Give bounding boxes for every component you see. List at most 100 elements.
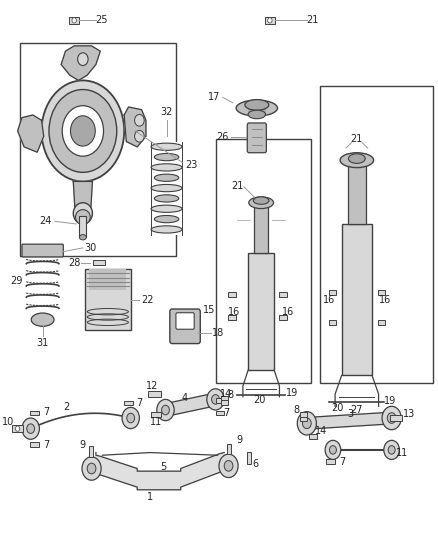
Text: 17: 17 [208, 92, 220, 102]
Bar [390, 415, 402, 421]
Polygon shape [96, 453, 224, 490]
Bar [30, 442, 39, 447]
Circle shape [78, 53, 88, 66]
Text: 16: 16 [228, 306, 240, 317]
Text: 2: 2 [64, 402, 70, 413]
Ellipse shape [253, 197, 269, 204]
Circle shape [27, 424, 35, 433]
Ellipse shape [31, 313, 54, 326]
Circle shape [384, 440, 399, 459]
Circle shape [207, 389, 224, 410]
Text: 11: 11 [150, 417, 162, 427]
Bar [328, 320, 336, 325]
Bar [150, 142, 183, 235]
Text: 30: 30 [84, 243, 96, 253]
Text: 7: 7 [339, 457, 346, 466]
Text: 28: 28 [68, 258, 80, 268]
Ellipse shape [75, 209, 90, 224]
Ellipse shape [249, 197, 274, 208]
Ellipse shape [73, 203, 92, 224]
Text: 19: 19 [286, 388, 299, 398]
Text: 7: 7 [43, 440, 49, 450]
Circle shape [268, 18, 272, 23]
Text: 32: 32 [160, 107, 173, 117]
Text: 16: 16 [379, 295, 391, 305]
Text: 10: 10 [2, 417, 14, 427]
Bar [348, 163, 366, 224]
Text: 12: 12 [146, 381, 159, 391]
Ellipse shape [79, 235, 86, 240]
Bar [279, 315, 287, 320]
Text: 9: 9 [237, 435, 243, 446]
Circle shape [224, 461, 233, 471]
Circle shape [329, 446, 336, 454]
Bar [227, 443, 231, 454]
Bar [326, 459, 335, 464]
Bar [93, 261, 105, 265]
Circle shape [22, 418, 39, 439]
Text: 14: 14 [220, 389, 233, 399]
Circle shape [162, 405, 170, 415]
Bar [248, 253, 274, 370]
Text: 31: 31 [36, 337, 49, 348]
Circle shape [325, 440, 341, 459]
Bar [12, 425, 23, 432]
Text: 21: 21 [231, 181, 244, 191]
Bar [124, 401, 133, 405]
Ellipse shape [340, 153, 374, 167]
Polygon shape [61, 46, 100, 80]
Ellipse shape [151, 164, 182, 171]
Ellipse shape [349, 154, 365, 164]
Circle shape [42, 80, 124, 181]
Bar [320, 86, 433, 383]
Ellipse shape [151, 184, 182, 192]
Text: 8: 8 [228, 390, 234, 400]
Bar [69, 17, 79, 24]
Bar [254, 203, 268, 253]
Circle shape [303, 418, 311, 429]
FancyBboxPatch shape [170, 309, 200, 344]
Polygon shape [18, 115, 44, 152]
Bar [216, 410, 224, 415]
Text: 6: 6 [252, 459, 258, 469]
Bar [89, 269, 126, 290]
Bar [89, 446, 93, 457]
Bar [309, 434, 317, 439]
Circle shape [71, 116, 95, 146]
Text: 8: 8 [293, 405, 299, 415]
Circle shape [49, 90, 117, 172]
Text: 25: 25 [95, 15, 108, 26]
Bar [221, 400, 228, 405]
Circle shape [72, 18, 76, 23]
Bar [228, 292, 236, 296]
Text: 23: 23 [185, 160, 198, 171]
FancyBboxPatch shape [176, 313, 194, 329]
Bar [378, 290, 385, 295]
Circle shape [382, 406, 401, 430]
Text: 20: 20 [253, 395, 265, 406]
Bar [279, 292, 287, 296]
Ellipse shape [154, 195, 179, 202]
Text: 11: 11 [396, 448, 409, 457]
Ellipse shape [154, 215, 179, 223]
Text: 9: 9 [80, 440, 86, 450]
Circle shape [134, 131, 144, 142]
Circle shape [87, 463, 96, 474]
Text: 19: 19 [384, 396, 396, 406]
Bar [216, 398, 224, 402]
Bar [328, 290, 336, 295]
Polygon shape [307, 412, 392, 429]
Circle shape [387, 413, 396, 423]
Bar [247, 452, 251, 464]
Circle shape [212, 394, 219, 404]
Text: 7: 7 [223, 408, 230, 418]
Circle shape [297, 411, 316, 435]
Text: 7: 7 [136, 398, 142, 408]
Circle shape [122, 407, 139, 429]
Ellipse shape [151, 226, 182, 233]
Text: 5: 5 [160, 462, 166, 472]
FancyBboxPatch shape [22, 244, 64, 257]
Text: 15: 15 [203, 305, 215, 315]
Circle shape [15, 426, 20, 431]
Circle shape [219, 454, 238, 478]
